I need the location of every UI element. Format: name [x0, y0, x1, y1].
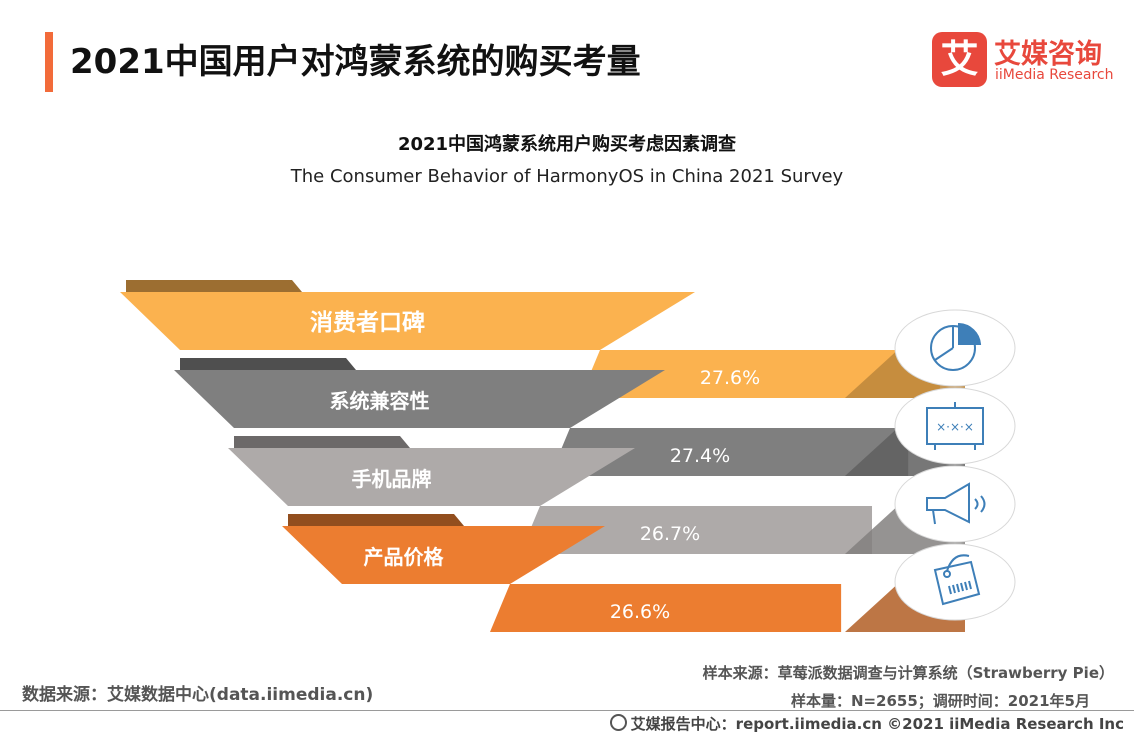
funnel-value-band — [520, 506, 873, 554]
strategy-board-icon: ×·×·× — [926, 402, 984, 450]
icon-circle — [894, 387, 1016, 465]
funnel-row: 手机品牌 26.7% — [228, 436, 1016, 554]
value-label: 26.6% — [610, 601, 670, 623]
report-center: 艾媒报告中心：report.iimedia.cn ©2021 iiMedia R… — [609, 713, 1124, 734]
funnel-value-band — [550, 428, 909, 476]
funnel-label-band — [174, 370, 665, 428]
category-label: 产品价格 — [364, 545, 445, 569]
iimedia-logo: 艾 艾媒咨询 iiMedia Research — [932, 30, 1132, 90]
fold-shadow — [180, 358, 356, 370]
price-tag-icon — [933, 554, 981, 606]
value-label: 27.4% — [670, 445, 730, 467]
report-center-text: 艾媒报告中心：report.iimedia.cn ©2021 iiMedia R… — [630, 715, 1124, 733]
svg-text:×·×·×: ×·×·× — [936, 420, 974, 434]
icon-circle — [894, 465, 1016, 543]
fold-shadow — [126, 280, 302, 292]
logo-text-en: iiMedia Research — [995, 67, 1114, 83]
icon-circle — [894, 309, 1016, 387]
logo-glyph: 艾 — [940, 37, 979, 81]
fold-shadow — [234, 436, 410, 448]
funnel-label-band — [228, 448, 635, 506]
sample-size: 样本量：N=2655；调研时间：2021年5月 — [790, 692, 1090, 710]
fold-shadow — [288, 514, 464, 526]
funnel-value-band — [580, 350, 940, 398]
funnel-chart: 消费者口碑 27.6% 系统兼容性 27.4% ×·×·× 手机品牌 26.7% 产品价格 26… — [120, 280, 1016, 632]
category-label: 手机品牌 — [352, 467, 432, 491]
funnel-value-band — [490, 584, 842, 632]
funnel-row: 产品价格 26.6% — [282, 514, 1016, 632]
chart-title: 2021中国鸿蒙系统用户购买考虑因素调查 — [397, 134, 737, 155]
category-label: 消费者口碑 — [310, 309, 425, 336]
footer-divider — [0, 710, 1134, 711]
funnel-row: 消费者口碑 27.6% — [120, 280, 1016, 398]
chart-subtitle: The Consumer Behavior of HarmonyOS in Ch… — [290, 166, 844, 187]
funnel-label-band — [120, 292, 695, 350]
megaphone-icon — [926, 482, 986, 525]
sample-source: 样本来源：草莓派数据调查与计算系统（Strawberry Pie） — [702, 664, 1114, 682]
value-label: 26.7% — [640, 523, 700, 545]
pie-chart-icon — [930, 322, 982, 371]
funnel-label-band — [282, 526, 605, 584]
globe-icon — [609, 714, 627, 731]
value-label: 27.6% — [700, 367, 760, 389]
page-title: 2021中国用户对鸿蒙系统的购买考量 — [70, 42, 641, 82]
title-accent-bar — [45, 32, 53, 92]
data-source: 数据来源：艾媒数据中心(data.iimedia.cn) — [22, 685, 374, 705]
funnel-row: 系统兼容性 27.4% ×·×·× — [174, 358, 1016, 476]
logo-mark — [932, 32, 987, 87]
logo-text-cn: 艾媒咨询 — [994, 39, 1102, 70]
category-label: 系统兼容性 — [330, 389, 430, 413]
icon-circle — [894, 543, 1016, 621]
